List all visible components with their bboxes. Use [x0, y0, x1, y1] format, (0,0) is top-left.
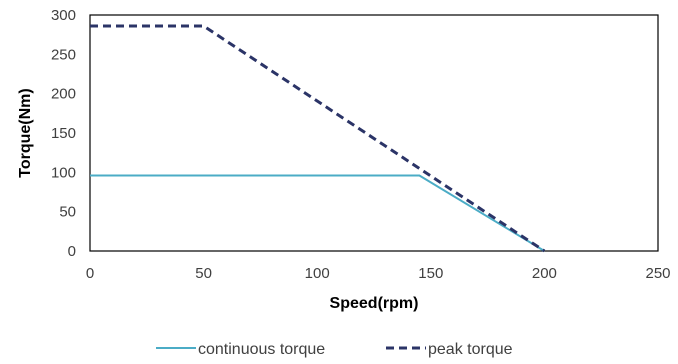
y-tick-label: 0 — [68, 243, 76, 260]
y-tick-label: 150 — [51, 125, 76, 142]
x-axis-title: Speed(rpm) — [330, 295, 419, 312]
plot-area — [89, 14, 659, 252]
x-tick-label: 100 — [305, 265, 330, 282]
y-tick-label: 300 — [51, 7, 76, 24]
x-axis-ticks: 0 50 100 150 200 250 — [86, 265, 671, 282]
legend-label-continuous-torque: continuous torque — [198, 341, 325, 358]
y-axis-title: Torque(Nm) — [17, 88, 34, 177]
x-tick-label: 50 — [195, 265, 212, 282]
x-tick-label: 200 — [532, 265, 557, 282]
y-axis-ticks: 0 50 100 150 200 250 300 — [51, 7, 76, 260]
series-layer — [90, 24, 546, 253]
y-tick-label: 200 — [51, 86, 76, 103]
x-tick-label: 0 — [86, 265, 94, 282]
x-tick-label: 250 — [645, 265, 670, 282]
y-tick-label: 250 — [51, 46, 76, 63]
legend-label-peak-torque: peak torque — [428, 341, 513, 358]
legend: continuous torque peak torque — [156, 341, 513, 358]
y-tick-label: 100 — [51, 164, 76, 181]
x-tick-label: 150 — [418, 265, 443, 282]
y-tick-label: 50 — [59, 204, 76, 221]
series-line-continuous-torque — [90, 174, 545, 252]
